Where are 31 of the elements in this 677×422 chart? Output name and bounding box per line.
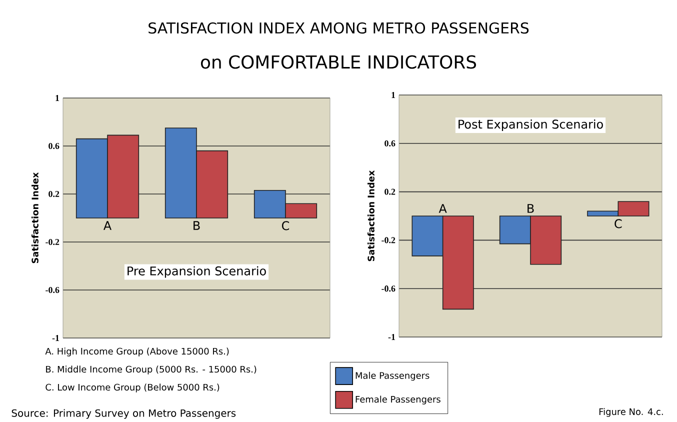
text: C. Low Income Group (Below 5000 Rs.) [46, 384, 220, 392]
x-tick-label: C [282, 221, 290, 230]
legend-label: Female Passengers [356, 396, 440, 404]
x-tick-label: A [438, 204, 447, 213]
text: B. Middle Income Group (5000 Rs. - 15000 Rs.) [46, 366, 256, 374]
annotation: Pre Expansion Scenario [128, 266, 266, 278]
y-axis-title: Satisfaction Index [368, 170, 374, 262]
y-tick-label: 0.6 [48, 142, 60, 150]
y-tick-label: 0.2 [48, 190, 60, 198]
text: A. High Income Group (Above 15000 Rs.) [45, 348, 229, 356]
y-tick-label: -0.6 [46, 286, 60, 294]
y-tick-label: -0.2 [46, 238, 60, 246]
text: Figure No. 4.c. [599, 408, 663, 417]
source-note: Source: Primary Survey on Metro Passengers [12, 409, 236, 419]
y-tick-label: 1 [56, 95, 60, 101]
y-tick-label: -0.6 [382, 286, 396, 292]
chart-title: SATISFACTION INDEX AMONG METRO PASSENGERS [148, 22, 529, 34]
y-tick-label: -1 [52, 335, 60, 341]
legend-label: Male Passengers [356, 372, 430, 381]
x-tick-label: B [528, 204, 534, 213]
annotation: Post Expansion Scenario [458, 119, 603, 132]
chart-subtitle: on COMFORTABLE INDICATORS [200, 55, 476, 69]
y-tick-label: -1 [388, 334, 396, 340]
y-tick-label: 0.6 [384, 140, 396, 146]
x-tick-label: B [194, 221, 200, 230]
y-tick-label: 1 [392, 92, 396, 98]
x-tick-label: C [614, 219, 622, 228]
y-tick-label: 0.2 [384, 188, 396, 195]
y-axis-title: Satisfaction Index [32, 172, 38, 264]
y-tick-label: -0.2 [382, 237, 396, 244]
x-tick-label: A [104, 221, 112, 230]
